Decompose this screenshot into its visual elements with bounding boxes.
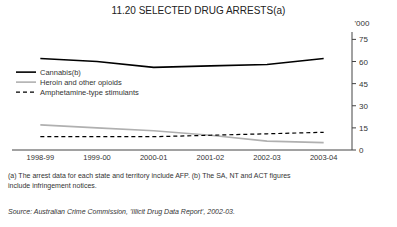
legend: Cannabis(b)Heroin and other opioidsAmphe…: [16, 68, 139, 97]
legend-swatch: [16, 71, 36, 73]
series-line: [40, 59, 323, 68]
y-tick-label: 0: [359, 146, 364, 155]
x-axis-line: [12, 150, 352, 151]
x-tick-label: 1999-00: [83, 153, 111, 162]
y-tick-label: 15: [359, 124, 368, 133]
x-tick-label: 2000-01: [140, 153, 168, 162]
y-tick-label: 45: [359, 80, 368, 89]
footnote: include infringement notices.: [8, 182, 97, 190]
chart: 11.20 SELECTED DRUG ARRESTS(a) 0 15 30 45 60 7…: [0, 0, 397, 227]
footnote: (a) The arrest data for each state and t…: [8, 172, 291, 180]
y-tick-label: 60: [359, 58, 368, 67]
series-line: [40, 125, 323, 143]
y-tick: [352, 39, 356, 40]
y-axis-line: [352, 32, 353, 150]
source: Source: Australian Crime Commission, ’Il…: [8, 208, 235, 216]
y-tick: [352, 105, 356, 106]
x-tick-label: 1998-99: [27, 153, 55, 162]
legend-label: Heroin and other opioids: [40, 78, 122, 87]
series-line: [40, 132, 323, 136]
legend-swatch: [16, 81, 36, 83]
plot-area: [40, 59, 323, 143]
y-tick-label: 75: [359, 35, 368, 44]
x-tick-label: 2002-03: [253, 153, 281, 162]
x-tick-label: 2003-04: [310, 153, 338, 162]
y-tick: [352, 127, 356, 128]
y-tick-label: 30: [359, 102, 368, 111]
x-tick-label: 2001-02: [197, 153, 225, 162]
legend-label: Cannabis(b): [40, 68, 81, 77]
y-tick: [352, 83, 356, 84]
title: 11.20 SELECTED DRUG ARRESTS(a): [112, 5, 286, 16]
y-tick: [352, 150, 356, 151]
legend-swatch: [16, 92, 36, 93]
y-axis-label: '000: [355, 19, 370, 28]
legend-label: Amphetamine-type stimulants: [40, 88, 139, 97]
y-tick: [352, 61, 356, 62]
